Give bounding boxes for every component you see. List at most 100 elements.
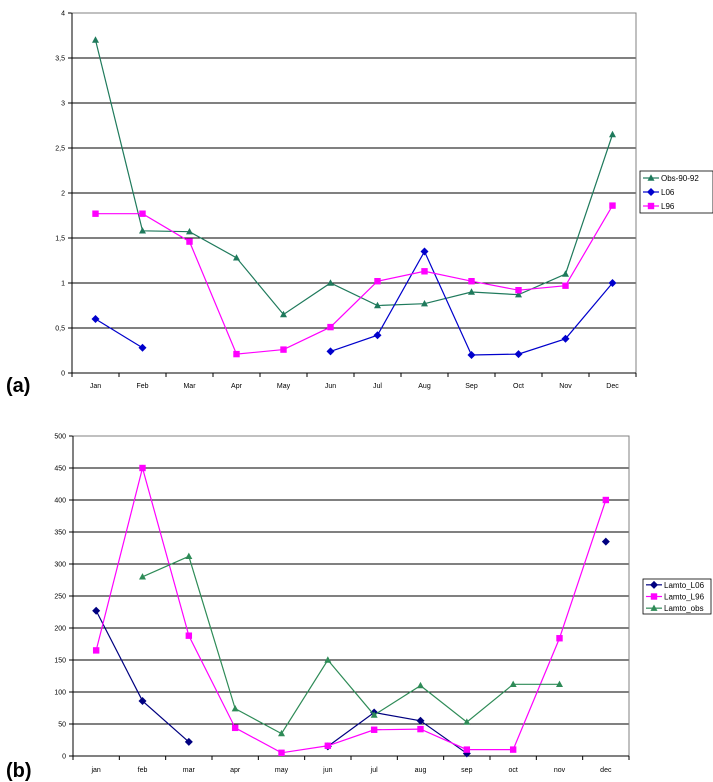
data-point-obs-90-92 [280, 310, 287, 318]
legend-label: Lamto_L06 [664, 581, 705, 590]
data-point-l96 [374, 278, 381, 285]
data-point-lamto_obs [463, 718, 471, 725]
panel-label: (b) [6, 760, 32, 782]
legend-label: L06 [661, 188, 675, 197]
x-tick-label: Sep [465, 383, 478, 390]
data-point-l96 [186, 238, 193, 245]
x-tick-label: feb [138, 767, 148, 774]
data-point-obs-90-92 [139, 227, 146, 234]
data-point-lamto_l96 [463, 746, 471, 753]
y-tick-label: 1 [61, 281, 65, 288]
data-point-obs-90-92 [468, 288, 475, 295]
x-tick-label: sep [461, 767, 472, 774]
x-tick-label: oct [508, 767, 517, 774]
data-point-l96 [139, 210, 146, 217]
data-point-lamto_l96 [509, 746, 517, 753]
data-point-obs-90-92 [327, 279, 334, 286]
data-point-l96 [280, 346, 287, 353]
x-tick-label: jun [322, 767, 332, 774]
data-point-l06 [561, 334, 570, 343]
data-point-lamto_obs [509, 680, 517, 688]
data-point-lamto_obs [324, 656, 332, 663]
series-line-lamto_l06 [327, 711, 468, 754]
data-point-l96 [609, 202, 616, 209]
data-point-lamto_obs [185, 552, 193, 560]
data-point-lamto_l06 [138, 696, 147, 705]
y-tick-label: 3,5 [55, 56, 65, 63]
series-line-lamto_l96 [95, 465, 607, 754]
x-tick-label: jul [370, 767, 378, 774]
x-tick-label: may [275, 767, 289, 774]
data-point-l96 [421, 268, 428, 275]
y-tick-label: 450 [54, 466, 66, 473]
legend-label: Lamto_L96 [664, 593, 705, 602]
data-point-obs-90-92 [92, 36, 99, 43]
y-tick-label: 50 [58, 722, 66, 729]
data-point-lamto_obs [417, 681, 424, 689]
y-tick-label: 250 [54, 594, 66, 601]
y-tick-label: 350 [54, 530, 66, 537]
data-point-l06 [467, 351, 476, 359]
y-tick-label: 2 [61, 191, 65, 198]
chart-panel-a: 0 0,5 1 1,5 2 2,5 3 3,5 4 Jan Feb Mar Apr May Jun Jul Au… [6, 11, 713, 397]
data-point-l96 [92, 210, 99, 217]
legend-marker [650, 580, 658, 589]
data-point-lamto_l96 [278, 749, 285, 756]
y-tick-label: 100 [54, 690, 66, 697]
data-point-lamto_l06 [184, 737, 193, 746]
data-point-l96 [562, 282, 569, 289]
legend-marker [650, 604, 658, 611]
data-point-lamto_l96 [185, 632, 193, 639]
data-point-lamto_obs [370, 711, 378, 718]
y-tick-label: 3 [61, 101, 65, 108]
data-point-l06 [608, 279, 617, 287]
data-point-l96 [233, 350, 240, 358]
legend-label: L96 [661, 202, 675, 211]
x-tick-label: dec [600, 767, 612, 774]
x-tick-label: Jul [373, 383, 382, 390]
data-point-lamto_l96 [370, 726, 378, 733]
data-point-lamto_l96 [139, 464, 146, 472]
data-point-lamto_obs [139, 573, 146, 580]
x-tick-label: Feb [136, 383, 148, 390]
series-line-l06 [95, 318, 143, 349]
data-point-lamto_obs [556, 680, 563, 688]
data-point-lamto_l96 [417, 725, 424, 733]
y-tick-label: 150 [54, 658, 66, 665]
x-tick-label: Oct [513, 383, 524, 390]
y-tick-label: 0 [62, 754, 66, 761]
data-point-l06 [91, 315, 100, 323]
data-point-lamto_l06 [92, 606, 101, 615]
panel-label: (a) [6, 375, 30, 397]
series-line-lamto_l06 [95, 610, 190, 743]
data-point-obs-90-92 [374, 301, 381, 309]
x-tick-label: nov [554, 767, 566, 774]
data-point-lamto_l96 [231, 724, 239, 732]
y-tick-label: 200 [54, 626, 66, 633]
data-point-lamto_l96 [92, 647, 100, 654]
legend-marker [647, 174, 655, 181]
y-tick-label: 1,5 [55, 236, 65, 243]
legend-label: Lamto_obs [664, 604, 704, 613]
y-tick-label: 300 [54, 562, 66, 569]
series-line-lamto_obs [142, 555, 560, 735]
data-point-l06 [373, 331, 382, 340]
data-point-l06 [326, 347, 335, 356]
legend-marker [647, 188, 655, 196]
data-point-obs-90-92 [233, 254, 240, 261]
data-point-lamto_l96 [602, 496, 610, 504]
y-tick-label: 2,5 [55, 146, 65, 153]
legend-marker [647, 202, 655, 210]
data-point-l96 [327, 323, 334, 331]
y-tick-label: 0,5 [55, 326, 65, 333]
x-tick-label: apr [230, 767, 241, 774]
x-tick-label: jan [90, 767, 100, 774]
x-tick-label: Mar [183, 383, 196, 390]
data-point-lamto_l96 [556, 635, 563, 642]
series-line-obs-90-92 [94, 39, 614, 316]
x-tick-label: Dec [606, 383, 619, 390]
x-tick-label: Apr [231, 383, 243, 390]
y-tick-label: 500 [54, 434, 66, 441]
y-tick-label: 4 [61, 11, 65, 18]
x-tick-label: mar [183, 767, 196, 774]
